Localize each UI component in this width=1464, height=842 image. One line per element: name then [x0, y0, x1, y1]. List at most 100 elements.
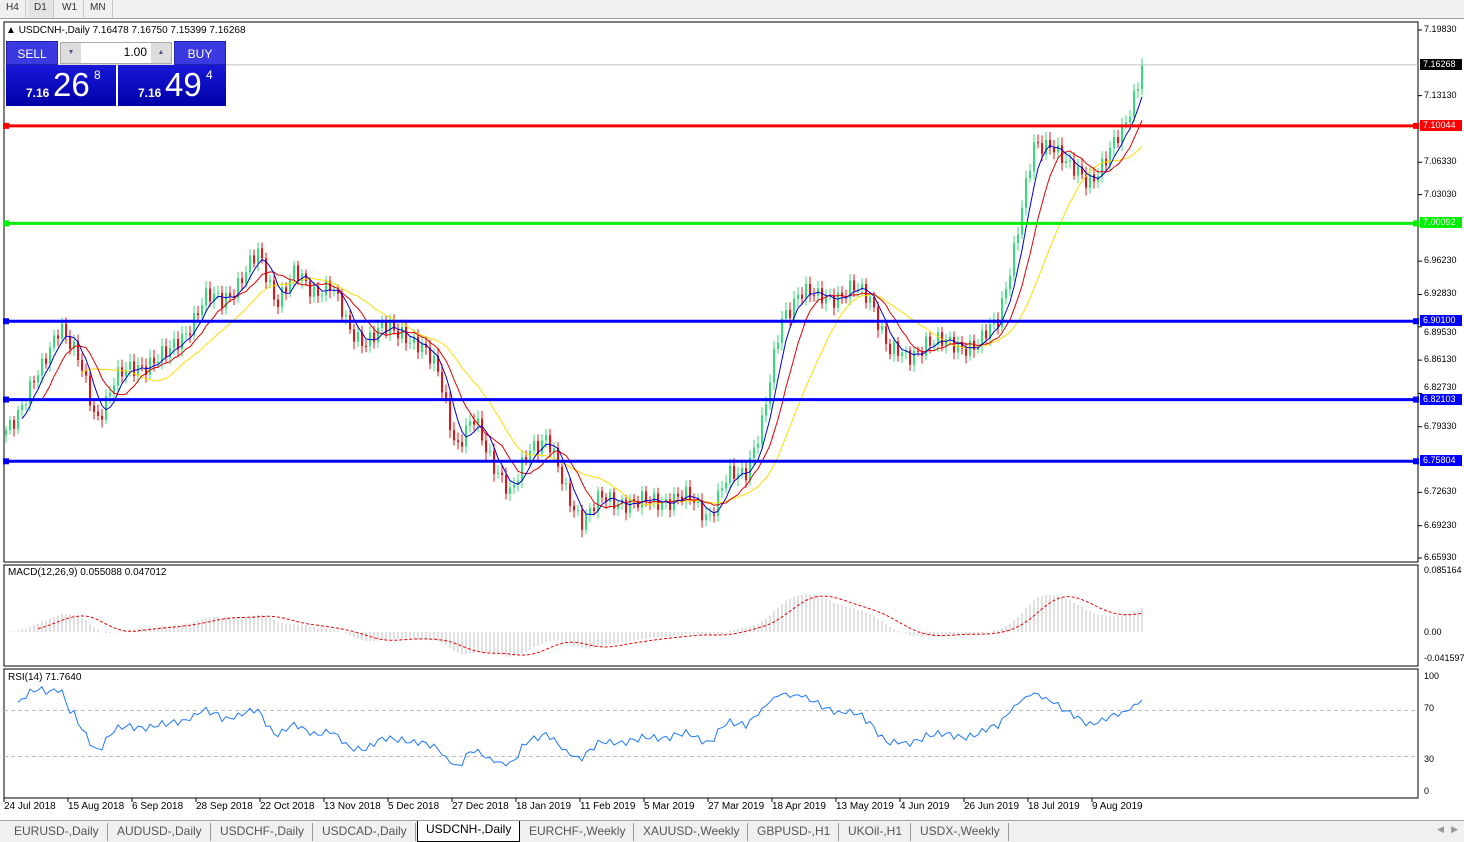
- candle-body: [257, 248, 259, 264]
- date-axis-label: 27 Mar 2019: [708, 801, 765, 812]
- price-axis-label: 6.89530: [1424, 327, 1457, 338]
- lot-size-input[interactable]: ▼ 1.00 ▲: [60, 42, 172, 64]
- chart-tab[interactable]: USDX-,Weekly: [912, 823, 1009, 841]
- candle-body: [353, 329, 355, 342]
- candle-body: [209, 288, 211, 302]
- chart-tab[interactable]: USDCNH-,Daily: [417, 821, 521, 842]
- candle-body: [809, 283, 811, 296]
- candle-body: [989, 324, 991, 339]
- rsi-axis-0: 0: [1424, 786, 1430, 796]
- chart-tab[interactable]: XAUUSD-,Weekly: [635, 823, 749, 841]
- chart-tab[interactable]: AUDUSD-,Daily: [109, 823, 211, 841]
- candle-body: [109, 392, 111, 397]
- candle-body: [677, 493, 679, 497]
- timeframe-d1[interactable]: D1: [28, 0, 54, 18]
- candle-body: [1041, 143, 1043, 154]
- candle-body: [917, 350, 919, 352]
- candle-body: [301, 273, 303, 281]
- candle-body: [513, 484, 515, 488]
- candle-body: [905, 350, 907, 353]
- candle-body: [153, 357, 155, 364]
- candle-body: [81, 359, 83, 371]
- date-axis-label: 28 Sep 2018: [196, 801, 253, 812]
- chart-tab[interactable]: USDCHF-,Daily: [212, 823, 313, 841]
- date-axis-label: 13 Nov 2018: [324, 801, 381, 812]
- date-axis-label: 24 Jul 2018: [4, 801, 56, 812]
- candle-body: [873, 297, 875, 308]
- candle-body: [1081, 166, 1083, 175]
- candle-body: [161, 346, 163, 362]
- chart-tab[interactable]: UKOil-,H1: [840, 823, 912, 841]
- candle-body: [705, 514, 707, 521]
- candle-body: [645, 491, 647, 502]
- candle-body: [857, 288, 859, 291]
- candle-body: [565, 483, 567, 485]
- candle-body: [897, 341, 899, 356]
- timeframe-toolbar: H4 D1 W1 MN: [0, 0, 1464, 19]
- candle-body: [765, 404, 767, 416]
- tab-scroll-right-icon[interactable]: ▶: [1451, 824, 1458, 834]
- candle-body: [1033, 142, 1035, 172]
- lot-decrease-icon[interactable]: ▼: [61, 43, 81, 63]
- candle-body: [737, 474, 739, 479]
- chart-tab[interactable]: GBPUSD-,H1: [749, 823, 840, 841]
- candle-body: [1057, 145, 1059, 153]
- price-chart[interactable]: [0, 19, 1464, 820]
- candle-body: [485, 440, 487, 453]
- candle-body: [21, 404, 23, 411]
- candle-body: [329, 280, 331, 291]
- candle-body: [717, 490, 719, 516]
- date-axis-label: 11 Feb 2019: [580, 801, 636, 812]
- level-handle: [1413, 220, 1419, 227]
- price-axis-label: 7.06330: [1424, 156, 1457, 167]
- sell-price[interactable]: 7.16 26 8: [6, 65, 116, 106]
- candle-body: [1125, 122, 1127, 125]
- candle-body: [965, 348, 967, 356]
- candle-body: [281, 287, 283, 308]
- timeframe-w1[interactable]: W1: [56, 0, 84, 18]
- candle-body: [261, 248, 263, 259]
- candle-body: [65, 323, 67, 337]
- candle-body: [937, 332, 939, 345]
- candle-body: [405, 326, 407, 344]
- candle-body: [441, 371, 443, 393]
- candle-body: [321, 295, 323, 297]
- candle-body: [449, 399, 451, 431]
- lot-increase-icon[interactable]: ▲: [151, 43, 171, 63]
- chart-tab[interactable]: EURUSD-,Daily: [6, 823, 108, 841]
- lot-value[interactable]: 1.00: [123, 45, 147, 59]
- candle-body: [413, 336, 415, 343]
- candle-body: [425, 343, 427, 348]
- candle-body: [165, 346, 167, 358]
- chart-tab[interactable]: EURCHF-,Weekly: [521, 823, 635, 841]
- sell-button[interactable]: SELL: [6, 41, 58, 65]
- level-handle: [1413, 458, 1419, 465]
- candle-body: [285, 287, 287, 293]
- candle-body: [689, 486, 691, 501]
- buy-button[interactable]: BUY: [174, 41, 226, 65]
- candle-body: [185, 333, 187, 335]
- candle-body: [265, 258, 267, 283]
- candle-body: [961, 341, 963, 349]
- date-axis-label: 5 Mar 2019: [644, 801, 695, 812]
- buy-price[interactable]: 7.16 49 4: [118, 65, 226, 106]
- candle-body: [1089, 174, 1091, 188]
- timeframe-h4[interactable]: H4: [0, 0, 26, 18]
- candle-body: [1025, 178, 1027, 208]
- tab-scroll-left-icon[interactable]: ◀: [1437, 824, 1444, 834]
- candle-body: [1093, 174, 1095, 182]
- collapse-triangle-icon[interactable]: ▲: [6, 25, 16, 36]
- candle-body: [1005, 288, 1007, 299]
- candle-body: [57, 335, 59, 339]
- price-axis-label: 6.96230: [1424, 255, 1457, 266]
- candle-body: [997, 319, 999, 328]
- candle-body: [805, 283, 807, 299]
- candle-body: [381, 322, 383, 328]
- date-axis-label: 27 Dec 2018: [452, 801, 509, 812]
- timeframe-mn[interactable]: MN: [84, 0, 113, 18]
- date-axis-label: 6 Sep 2018: [132, 801, 184, 812]
- chart-tab[interactable]: USDCAD-,Daily: [314, 823, 416, 841]
- candle-body: [793, 298, 795, 319]
- candle-body: [577, 510, 579, 512]
- date-axis-label: 18 Jan 2019: [516, 801, 572, 812]
